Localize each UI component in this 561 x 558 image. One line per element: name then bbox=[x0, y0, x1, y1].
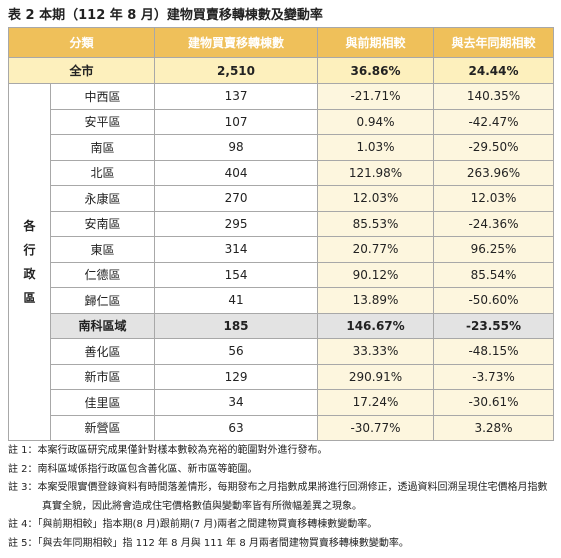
cell: 東區 bbox=[49, 236, 156, 263]
cell: 85.54% bbox=[433, 261, 555, 288]
header-cell: 與前期相較 bbox=[317, 27, 435, 58]
group-label: 各行政區 bbox=[23, 219, 36, 305]
cell: -23.55% bbox=[433, 312, 555, 339]
notes: 註 1：本案行政區研究成果僅針對樣本數較為充裕的範圍對外進行發布。註 2：南科區… bbox=[8, 442, 553, 553]
header-cell: 建物買賣移轉棟數 bbox=[154, 27, 319, 58]
cell: 314 bbox=[154, 236, 319, 263]
cell: -30.77% bbox=[317, 414, 435, 441]
cell: 33.33% bbox=[317, 338, 435, 365]
cell: 129 bbox=[154, 363, 319, 390]
cell: 新市區 bbox=[49, 363, 156, 390]
district-row: 南科區域 185 146.67% -23.55% bbox=[9, 312, 555, 339]
title: 表 2 本期（112 年 8 月）建物買賣移轉棟數及變動率 bbox=[8, 8, 323, 23]
cell: 0.94% bbox=[317, 108, 435, 135]
note: 註 1：本案行政區研究成果僅針對樣本數較為充裕的範圍對外進行發布。 bbox=[8, 445, 328, 456]
district-row: 善化區 56 33.33% -48.15% bbox=[9, 338, 555, 365]
district-row: 南區 98 1.03% -29.50% bbox=[9, 134, 555, 161]
cell: 永康區 bbox=[49, 185, 156, 212]
cell: 290.91% bbox=[317, 363, 435, 390]
cell: 56 bbox=[154, 338, 319, 365]
cell: 41 bbox=[154, 287, 319, 314]
cell: 北區 bbox=[49, 159, 156, 186]
cell: 270 bbox=[154, 185, 319, 212]
district-row: 仁德區 154 90.12% 85.54% bbox=[9, 261, 555, 288]
cell: 3.28% bbox=[433, 414, 555, 441]
district-row: 佳里區 34 17.24% -30.61% bbox=[9, 389, 555, 416]
cell: 安平區 bbox=[49, 108, 156, 135]
district-row: 永康區 270 12.03% 12.03% bbox=[9, 185, 555, 212]
district-row: 各行政區 中西區 137 -21.71% 140.35% bbox=[8, 83, 555, 441]
cell: 154 bbox=[154, 261, 319, 288]
cell: -3.73% bbox=[433, 363, 555, 390]
district-row: 北區 404 121.98% 263.96% bbox=[9, 159, 555, 186]
district-row: 安南區 295 85.53% -24.36% bbox=[9, 210, 555, 237]
cell: 新營區 bbox=[49, 414, 156, 441]
cell: 善化區 bbox=[49, 338, 156, 365]
cell: 南區 bbox=[49, 134, 156, 161]
note: 註 2：南科區域係指行政區包含善化區、新市區等範圍。 bbox=[8, 463, 258, 475]
cell: 歸仁區 bbox=[49, 287, 156, 314]
cell: 121.98% bbox=[317, 159, 435, 186]
total-cell: 24.44% bbox=[433, 57, 555, 84]
cell: -50.60% bbox=[433, 287, 555, 314]
cell: 20.77% bbox=[317, 236, 435, 263]
cell: 185 bbox=[154, 312, 319, 339]
cell: 404 bbox=[154, 159, 319, 186]
cell: 140.35% bbox=[433, 83, 555, 110]
cell: 137 bbox=[154, 83, 319, 110]
header-row: 分類 建物買賣移轉棟數 與前期相較 與去年同期相較 bbox=[7, 27, 555, 58]
cell: 1.03% bbox=[317, 134, 435, 161]
cell: 96.25% bbox=[433, 236, 555, 263]
cell: 107 bbox=[154, 108, 319, 135]
cell: 安南區 bbox=[49, 210, 156, 237]
district-row: 東區 314 20.77% 96.25% bbox=[9, 236, 555, 263]
cell: 295 bbox=[154, 210, 319, 237]
cell: -30.61% bbox=[433, 389, 555, 416]
header-cell: 分類 bbox=[7, 27, 156, 58]
header-cell: 與去年同期相較 bbox=[433, 27, 555, 58]
cell: 146.67% bbox=[317, 312, 435, 339]
cell: -48.15% bbox=[433, 338, 555, 365]
note: 註 5：「與去年同期相較」指 112 年 8 月與 111 年 8 月兩者間建物… bbox=[8, 537, 409, 549]
note: 註 4：「與前期相較」指本期(8 月)跟前期(7 月)兩者之間建物買賣移轉棟數變… bbox=[8, 519, 378, 530]
cell: -24.36% bbox=[433, 210, 555, 237]
cell: 85.53% bbox=[317, 210, 435, 237]
cell: 仁德區 bbox=[49, 261, 156, 288]
cell: 90.12% bbox=[317, 261, 435, 288]
cell: 佳里區 bbox=[49, 389, 156, 416]
note: 註 3：本案受限實價登錄資料有時間落差情形，每期發布之月指數成果將進行回溯修正，… bbox=[8, 482, 548, 512]
cell: 12.03% bbox=[433, 185, 555, 212]
total-cell: 全市 bbox=[7, 57, 156, 84]
cell: 63 bbox=[154, 414, 319, 441]
district-row: 歸仁區 41 13.89% -50.60% bbox=[9, 287, 555, 314]
district-row: 新市區 129 290.91% -3.73% bbox=[9, 363, 555, 390]
district-row: 安平區 107 0.94% -42.47% bbox=[9, 108, 555, 135]
district-row: 新營區 63 -30.77% 3.28% bbox=[9, 414, 555, 441]
cell: -21.71% bbox=[317, 83, 435, 110]
cell: 98 bbox=[154, 134, 319, 161]
cell: 17.24% bbox=[317, 389, 435, 416]
cell: 34 bbox=[154, 389, 319, 416]
cell: 中西區 bbox=[49, 83, 156, 110]
group-label-cell: 各行政區 bbox=[8, 83, 51, 441]
total-cell: 36.86% bbox=[317, 57, 435, 84]
total-cell: 2,510 bbox=[154, 57, 319, 84]
total-row: 全市 2,510 36.86% 24.44% bbox=[7, 57, 555, 84]
cell: -42.47% bbox=[433, 108, 555, 135]
cell: 12.03% bbox=[317, 185, 435, 212]
cell: 263.96% bbox=[433, 159, 555, 186]
cell: -29.50% bbox=[433, 134, 555, 161]
data-table: 分類 建物買賣移轉棟數 與前期相較 與去年同期相較 全市 2,510 36.86% 24.44… bbox=[7, 27, 555, 441]
cell: 13.89% bbox=[317, 287, 435, 314]
cell: 南科區域 bbox=[49, 312, 156, 339]
